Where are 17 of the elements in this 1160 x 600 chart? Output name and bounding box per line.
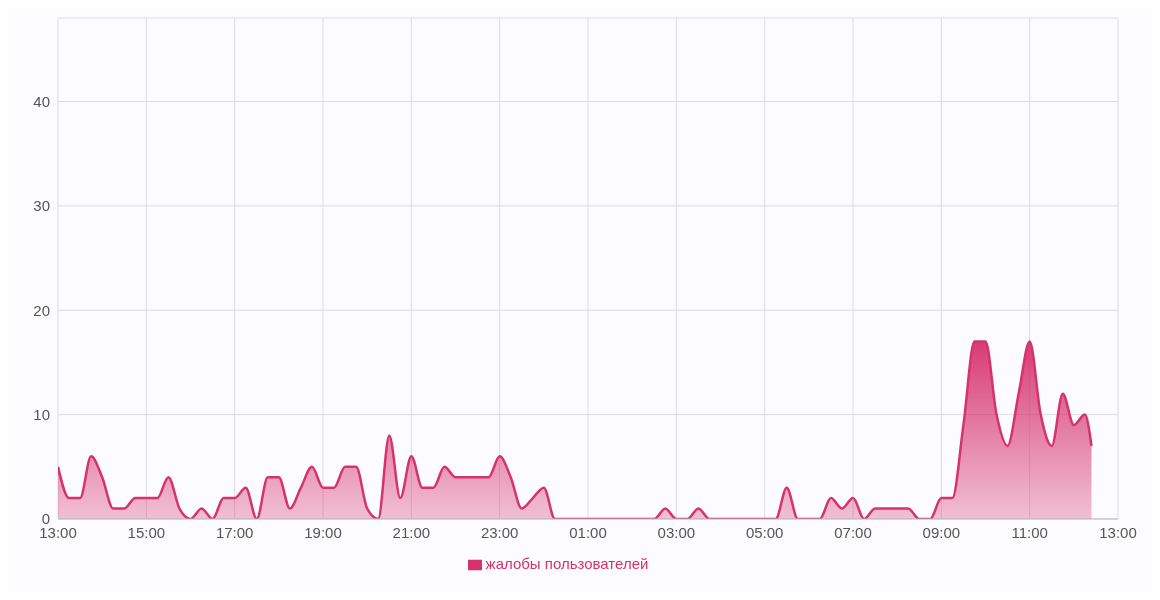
x-tick-label: 21:00 bbox=[392, 523, 431, 541]
x-tick-label: 05:00 bbox=[745, 523, 784, 541]
x-tick-label: 09:00 bbox=[922, 523, 961, 541]
x-tick-label: 15:00 bbox=[127, 523, 166, 541]
x-tick-label: 17:00 bbox=[215, 523, 254, 541]
x-tick-label: 19:00 bbox=[304, 523, 342, 541]
legend-label: жалобы пользователей bbox=[485, 554, 649, 572]
y-tick-label: 10 bbox=[33, 405, 50, 423]
y-tick-label: 40 bbox=[33, 92, 50, 110]
x-tick-label: 01:00 bbox=[569, 523, 607, 541]
x-tick-label: 03:00 bbox=[657, 523, 696, 541]
y-tick-label: 30 bbox=[33, 197, 50, 215]
x-tick-label: 13:00 bbox=[1099, 523, 1137, 541]
x-tick-label: 23:00 bbox=[480, 523, 519, 541]
y-tick-label: 20 bbox=[33, 301, 50, 319]
x-tick-label: 11:00 bbox=[1011, 523, 1048, 541]
x-tick-label: 07:00 bbox=[834, 523, 872, 541]
